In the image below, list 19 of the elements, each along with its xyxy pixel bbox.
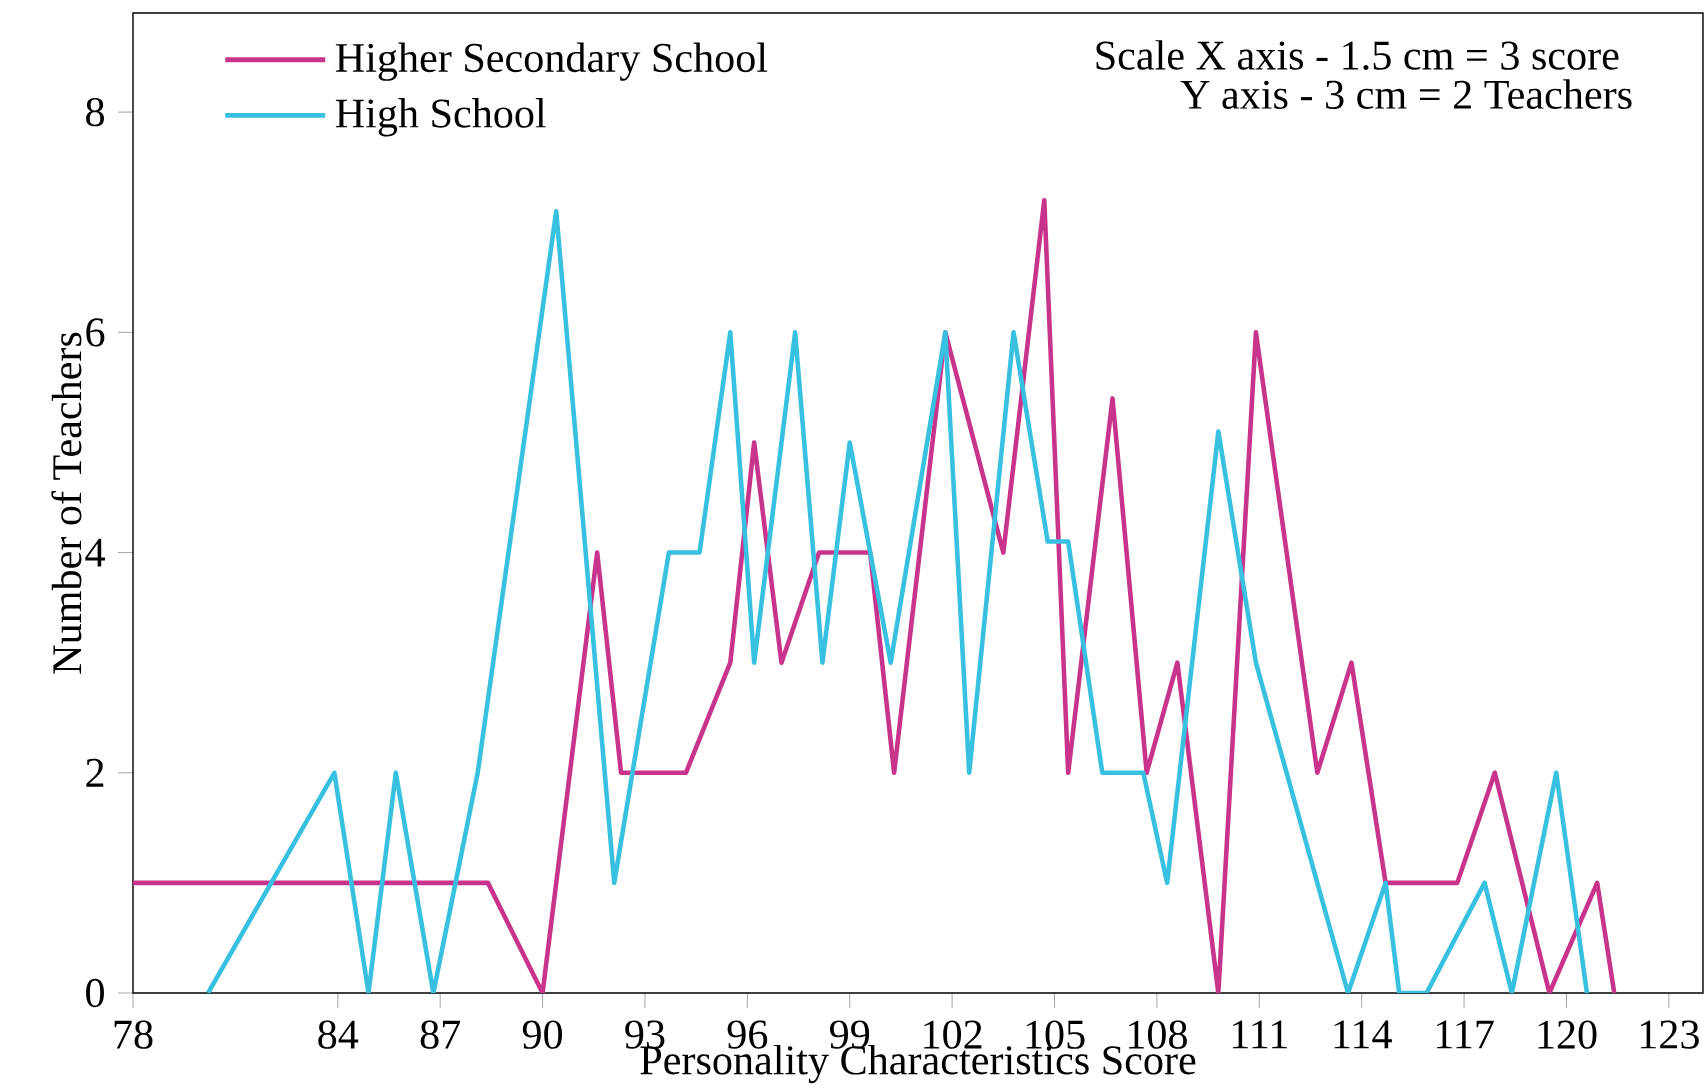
- y-tick-label: 8: [86, 97, 104, 127]
- x-tick-label: 117: [1436, 1020, 1494, 1049]
- x-tick-label: 120: [1538, 1020, 1597, 1049]
- x-tick-label: 87: [420, 1020, 461, 1049]
- annotation: Y axis - 3 cm = 2 Teachers: [1180, 79, 1632, 109]
- y-tick-label: 6: [86, 318, 105, 347]
- legend-label: High School: [335, 98, 546, 137]
- x-tick-label: 123: [1640, 1020, 1699, 1049]
- x-tick-label: 90: [522, 1020, 563, 1049]
- y-tick-label: 2: [86, 758, 104, 787]
- legend-label: Higher Secondary School: [335, 42, 768, 81]
- x-tick-label: 114: [1334, 1020, 1392, 1049]
- y-axis-title: Number of Teachers: [51, 332, 82, 674]
- x-tick-label: 78: [114, 1020, 153, 1049]
- annotation: Scale X axis - 1.5 cm = 3 score: [1096, 40, 1619, 71]
- y-tick-label: 0: [86, 978, 104, 1008]
- x-tick-label: 84: [318, 1020, 359, 1049]
- x-tick-label: 111: [1232, 1020, 1287, 1049]
- y-tick-label: 4: [85, 538, 105, 567]
